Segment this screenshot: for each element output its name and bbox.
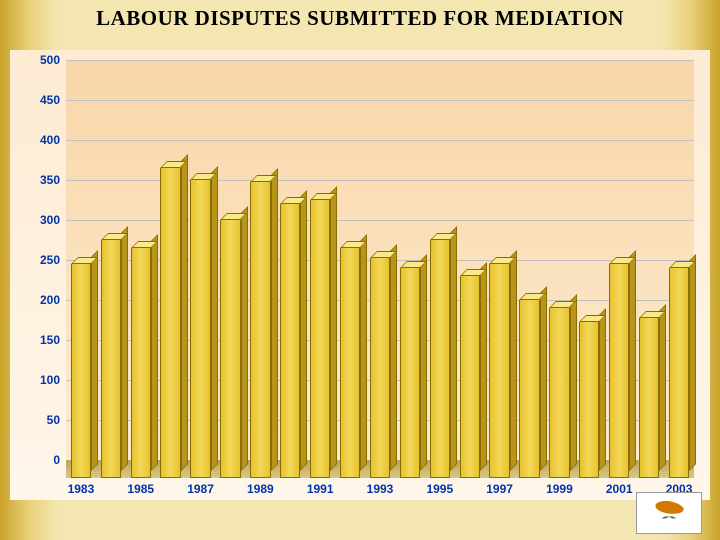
- bar-front: [549, 308, 569, 478]
- bar-side: [330, 186, 337, 471]
- bar-side: [540, 286, 547, 471]
- y-axis-tick-label: 350: [20, 173, 60, 187]
- y-axis-tick-label: 0: [20, 453, 60, 467]
- bar-side: [570, 294, 577, 471]
- bar: [160, 168, 180, 478]
- bar-front: [340, 248, 360, 478]
- y-axis-tick-label: 400: [20, 133, 60, 147]
- bar-front: [370, 258, 390, 478]
- bar-front: [160, 168, 180, 478]
- bar-front: [639, 318, 659, 478]
- bar-side: [151, 234, 158, 471]
- slide-root: LABOUR DISPUTES SUBMITTED FOR MEDIATION …: [0, 0, 720, 540]
- y-axis-tick-label: 150: [20, 333, 60, 347]
- chart-title: LABOUR DISPUTES SUBMITTED FOR MEDIATION: [0, 6, 720, 31]
- bar-front: [220, 220, 240, 478]
- bar: [71, 264, 91, 478]
- bar-front: [400, 268, 420, 478]
- bar-side: [241, 206, 248, 471]
- bar: [370, 258, 390, 478]
- bar-side: [271, 168, 278, 471]
- bar-front: [71, 264, 91, 478]
- chart-container: 0 50 100 150 200 250 300 350 400 450 500 1983 1985 1…: [10, 50, 710, 500]
- bar-side: [510, 250, 517, 471]
- bar: [131, 248, 151, 478]
- bar: [310, 200, 330, 478]
- y-axis-tick-label: 100: [20, 373, 60, 387]
- bar-front: [131, 248, 151, 478]
- bar-front: [489, 264, 509, 478]
- bar-front: [190, 180, 210, 478]
- bar: [101, 240, 121, 478]
- bar: [460, 276, 480, 478]
- bar-side: [480, 262, 487, 471]
- y-axis-tick-label: 500: [20, 53, 60, 67]
- bar: [280, 204, 300, 478]
- y-axis-tick-label: 300: [20, 213, 60, 227]
- bar-front: [519, 300, 539, 478]
- bar: [489, 264, 509, 478]
- bar-front: [101, 240, 121, 478]
- bar-side: [659, 304, 666, 471]
- bar: [669, 268, 689, 478]
- bar-side: [629, 250, 636, 471]
- bar-side: [211, 166, 218, 471]
- bar-front: [579, 322, 599, 478]
- bar: [579, 322, 599, 478]
- bar: [250, 182, 270, 478]
- bar-front: [250, 182, 270, 478]
- x-axis-tick-label: 1983: [56, 482, 106, 496]
- bar-front: [609, 264, 629, 478]
- bar-side: [689, 254, 696, 471]
- bar-side: [181, 154, 188, 471]
- x-axis-tick-label: 1997: [475, 482, 525, 496]
- bar-front: [310, 200, 330, 478]
- bar: [430, 240, 450, 478]
- bar-side: [121, 226, 128, 471]
- bar-front: [669, 268, 689, 478]
- bar-side: [599, 308, 606, 471]
- bar: [549, 308, 569, 478]
- bar-side: [450, 226, 457, 471]
- y-axis-tick-label: 50: [20, 413, 60, 427]
- x-axis-tick-label: 1989: [235, 482, 285, 496]
- bar-side: [390, 244, 397, 471]
- bars-layer: [66, 60, 694, 478]
- y-axis-tick-label: 200: [20, 293, 60, 307]
- bar: [400, 268, 420, 478]
- x-axis-tick-label: 1985: [116, 482, 166, 496]
- bar: [340, 248, 360, 478]
- x-axis-tick-label: 1991: [295, 482, 345, 496]
- bar: [609, 264, 629, 478]
- bar: [220, 220, 240, 478]
- bar: [639, 318, 659, 478]
- bar-side: [91, 250, 98, 471]
- bar-side: [300, 190, 307, 471]
- y-axis-tick-label: 450: [20, 93, 60, 107]
- bar-front: [430, 240, 450, 478]
- y-axis-tick-label: 250: [20, 253, 60, 267]
- bar-front: [280, 204, 300, 478]
- cyprus-flag-icon: [636, 492, 702, 534]
- bar-front: [460, 276, 480, 478]
- x-axis-tick-label: 1999: [534, 482, 584, 496]
- x-axis-tick-label: 1987: [176, 482, 226, 496]
- x-axis-tick-label: 1993: [355, 482, 405, 496]
- bar-side: [360, 234, 367, 471]
- bar: [519, 300, 539, 478]
- bar-side: [420, 254, 427, 471]
- bar: [190, 180, 210, 478]
- x-axis-tick-label: 1995: [415, 482, 465, 496]
